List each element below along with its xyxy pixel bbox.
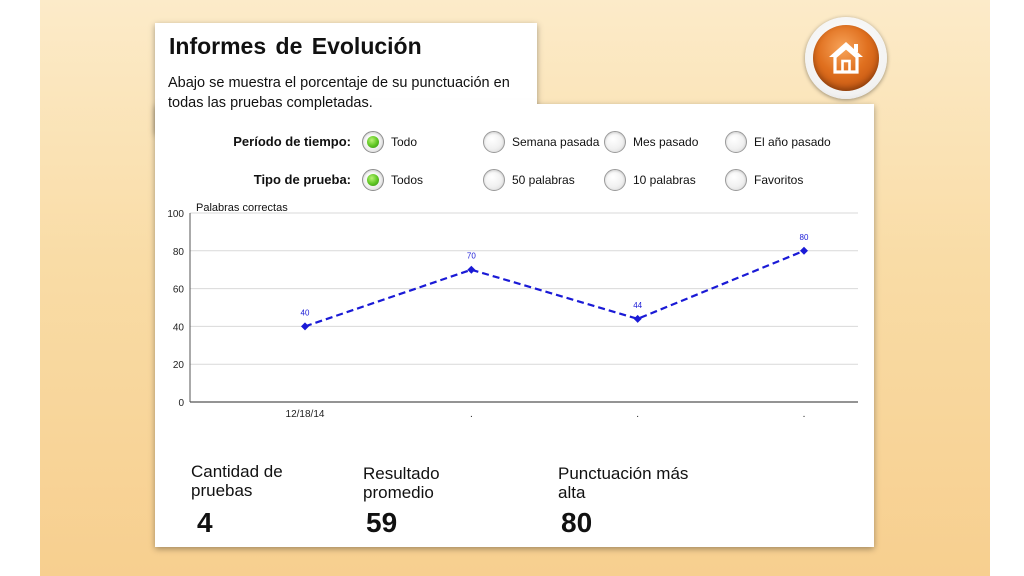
chart-title: Palabras correctas [196, 202, 288, 214]
radio-button[interactable] [483, 169, 505, 191]
radio-period-mes-pasado[interactable]: Mes pasado [604, 129, 698, 155]
radio-type-10-palabras[interactable]: 10 palabras [604, 167, 696, 193]
x-tick-label: . [636, 409, 639, 420]
y-tick-label: 20 [173, 360, 185, 371]
progress-line-chart: 0 20 40 60 80 100 Palabras correctas 12/18/14..… [167, 202, 858, 420]
home-button-face [813, 25, 879, 91]
x-tick-label: . [470, 409, 473, 420]
radio-button[interactable] [604, 169, 626, 191]
stat-highest-label-line2: alta [558, 483, 586, 502]
radio-button[interactable] [604, 131, 626, 153]
radio-period-el-ano-pasado[interactable]: El año pasado [725, 129, 831, 155]
stat-highest-label-line1: Punctuación más [558, 464, 689, 483]
data-point-marker [301, 322, 309, 331]
x-tick-label: 12/18/14 [286, 409, 325, 420]
radio-label: 10 palabras [633, 173, 696, 187]
radio-label: Semana pasada [512, 135, 600, 149]
stat-count-label: Cantidad de pruebas [191, 462, 283, 500]
data-label: 80 [800, 233, 809, 242]
stat-average-label: Resultado promedio [363, 464, 440, 502]
report-card [155, 104, 874, 547]
stat-average-label-line1: Resultado [363, 464, 440, 483]
radio-button-selected[interactable] [362, 169, 384, 191]
radio-button[interactable] [483, 131, 505, 153]
y-tick-label: 0 [178, 398, 184, 409]
home-icon [829, 42, 863, 74]
stat-average-label-line2: promedio [363, 483, 434, 502]
data-point-marker [800, 246, 808, 255]
radio-label: 50 palabras [512, 173, 575, 187]
stat-highest-label: Punctuación más alta [558, 464, 688, 502]
stat-average-value: 59 [366, 507, 398, 538]
test-type-label: Tipo de prueba: [253, 172, 351, 187]
radio-label: El año pasado [754, 135, 831, 149]
period-label: Período de tiempo: [233, 134, 351, 149]
x-tick-label: . [803, 409, 806, 420]
radio-type-favoritos[interactable]: Favoritos [725, 167, 803, 193]
home-button[interactable] [805, 17, 887, 99]
data-label: 44 [633, 301, 642, 310]
data-label: 40 [301, 308, 310, 317]
radio-type-todos[interactable]: Todos [362, 167, 423, 193]
data-point-marker [633, 314, 642, 323]
y-tick-label: 40 [173, 322, 185, 333]
radio-label: Todos [391, 173, 424, 187]
radio-label: Todo [391, 135, 418, 149]
radio-label: Mes pasado [633, 135, 699, 149]
y-tick-label: 60 [173, 285, 185, 296]
radio-type-50-palabras[interactable]: 50 palabras [483, 167, 575, 193]
radio-period-semana-pasada[interactable]: Semana pasada [483, 129, 599, 155]
y-tick-label: 80 [173, 247, 185, 258]
data-point-marker [467, 265, 476, 274]
radio-period-todo[interactable]: Todo [362, 129, 417, 155]
stat-count-value: 4 [197, 507, 213, 538]
radio-button[interactable] [725, 131, 747, 153]
page-title: Informes de Evolución [169, 33, 422, 59]
stat-highest-value: 80 [561, 507, 593, 538]
radio-button[interactable] [725, 169, 747, 191]
stat-count-label-line2: pruebas [191, 481, 253, 500]
data-label: 70 [467, 252, 476, 261]
radio-label: Favoritos [754, 173, 804, 187]
page-description: Abajo se muestra el porcentaje de su pun… [168, 75, 510, 111]
stat-count-label-line1: Cantidad de [191, 462, 283, 481]
y-tick-label: 100 [167, 209, 184, 220]
header-card-fill [155, 100, 537, 140]
radio-button-selected[interactable] [362, 131, 384, 153]
